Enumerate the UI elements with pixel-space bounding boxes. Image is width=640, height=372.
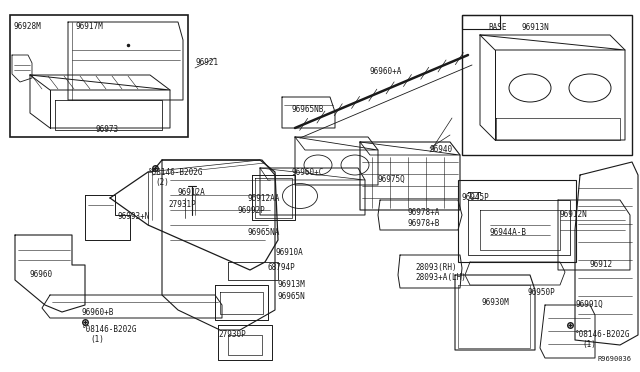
Text: 96960+B: 96960+B: [82, 308, 115, 317]
Text: 96965NB: 96965NB: [292, 105, 324, 114]
Text: 96930M: 96930M: [482, 298, 509, 307]
Text: 96912: 96912: [590, 260, 613, 269]
Text: (1): (1): [582, 340, 596, 349]
Text: 96978+A: 96978+A: [408, 208, 440, 217]
Text: 96913N: 96913N: [522, 23, 550, 32]
Text: 96991Q: 96991Q: [576, 300, 604, 309]
Text: 96960+A: 96960+A: [370, 67, 403, 76]
Text: °08146-B202G: °08146-B202G: [148, 168, 204, 177]
Text: (1): (1): [90, 335, 104, 344]
Text: 27931P: 27931P: [168, 200, 196, 209]
Bar: [458, 180, 576, 262]
Text: °08146-B202G: °08146-B202G: [575, 330, 630, 339]
Bar: [10, 15, 188, 137]
Text: 96940: 96940: [430, 145, 453, 154]
Text: 96978+B: 96978+B: [408, 219, 440, 228]
Text: 96960+C: 96960+C: [292, 168, 324, 177]
Text: 96950P: 96950P: [528, 288, 556, 297]
Text: (2): (2): [155, 178, 169, 187]
Text: °08146-B202G: °08146-B202G: [82, 325, 138, 334]
Text: BASE: BASE: [488, 23, 506, 32]
Text: 96965N: 96965N: [278, 292, 306, 301]
Text: 96917M: 96917M: [75, 22, 103, 31]
Text: 96992P: 96992P: [238, 206, 266, 215]
Text: 96910A: 96910A: [275, 248, 303, 257]
Text: 96965NA: 96965NA: [248, 228, 280, 237]
Text: 96960: 96960: [30, 270, 53, 279]
Text: 96921: 96921: [195, 58, 218, 67]
Text: 27930P: 27930P: [218, 330, 246, 339]
Text: 96975Q: 96975Q: [378, 175, 406, 184]
Text: 68794P: 68794P: [268, 263, 296, 272]
Text: 96993+N: 96993+N: [118, 212, 150, 221]
Text: 96912N: 96912N: [560, 210, 588, 219]
Text: 96973: 96973: [95, 125, 118, 134]
Text: 96912A: 96912A: [178, 188, 205, 197]
Text: 96928M: 96928M: [14, 22, 42, 31]
Text: 96912AA: 96912AA: [248, 194, 280, 203]
Text: 96944A-B: 96944A-B: [490, 228, 527, 237]
Text: 96945P: 96945P: [462, 193, 490, 202]
Text: 96913M: 96913M: [278, 280, 306, 289]
Text: R9690036: R9690036: [598, 356, 632, 362]
Bar: [462, 15, 632, 155]
Text: 28093+A(LH): 28093+A(LH): [415, 273, 466, 282]
Text: 28093(RH): 28093(RH): [415, 263, 456, 272]
Bar: [462, 15, 500, 29]
